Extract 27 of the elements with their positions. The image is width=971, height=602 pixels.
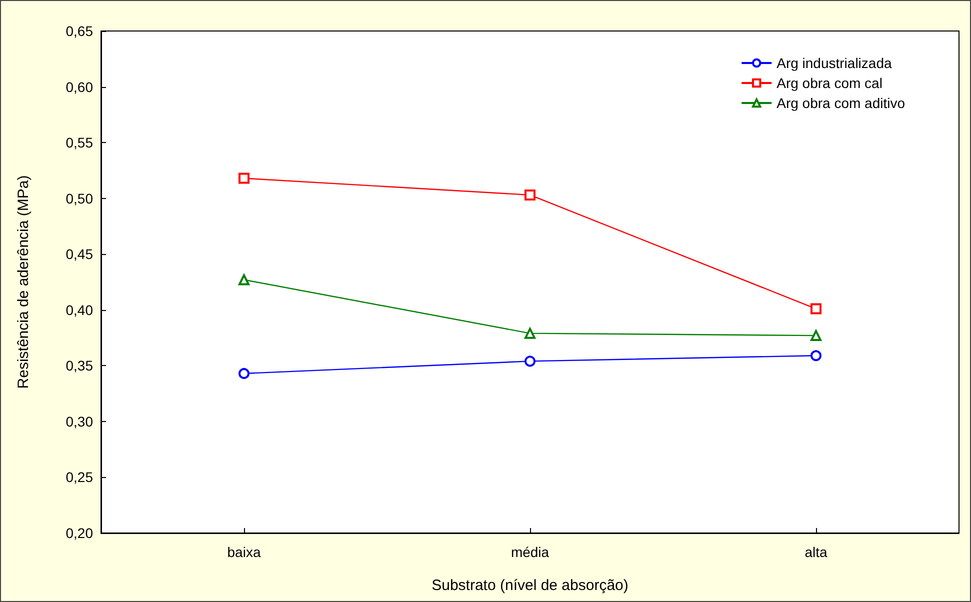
y-axis-title: Resistência de aderência (MPa) [15,175,32,389]
x-tick-label: média [510,544,550,560]
point [810,303,822,314]
y-tick-label: 0,55 [66,134,94,151]
legend-label: Arg obra com aditivo [776,95,906,111]
point [810,330,822,342]
y-tick-label: 0,60 [66,78,94,95]
y-tick-label: 0,50 [66,190,94,206]
point [524,328,536,339]
point [238,274,250,286]
y-tick-label: 0,65 [66,23,94,39]
x-axis-title: Substrato (nível de absorção) [432,577,628,594]
legend-label: Arg obra com cal [776,75,882,91]
y-tick-label: 0,35 [66,358,94,374]
x-tick-label: alta [804,544,828,560]
y-tick-label: 0,20 [66,525,94,541]
y-tick-label: 0,30 [66,413,94,430]
x-tick-label: baixa [227,544,261,560]
point [810,350,822,362]
point [524,189,536,200]
point [238,172,250,184]
y-tick-label: 0,25 [66,469,94,486]
legend-label: Arg industrializada [776,55,892,71]
y-tick-label: 0,40 [66,302,94,318]
point [238,368,250,379]
point [524,356,536,367]
y-tick-label: 0,45 [66,246,94,262]
